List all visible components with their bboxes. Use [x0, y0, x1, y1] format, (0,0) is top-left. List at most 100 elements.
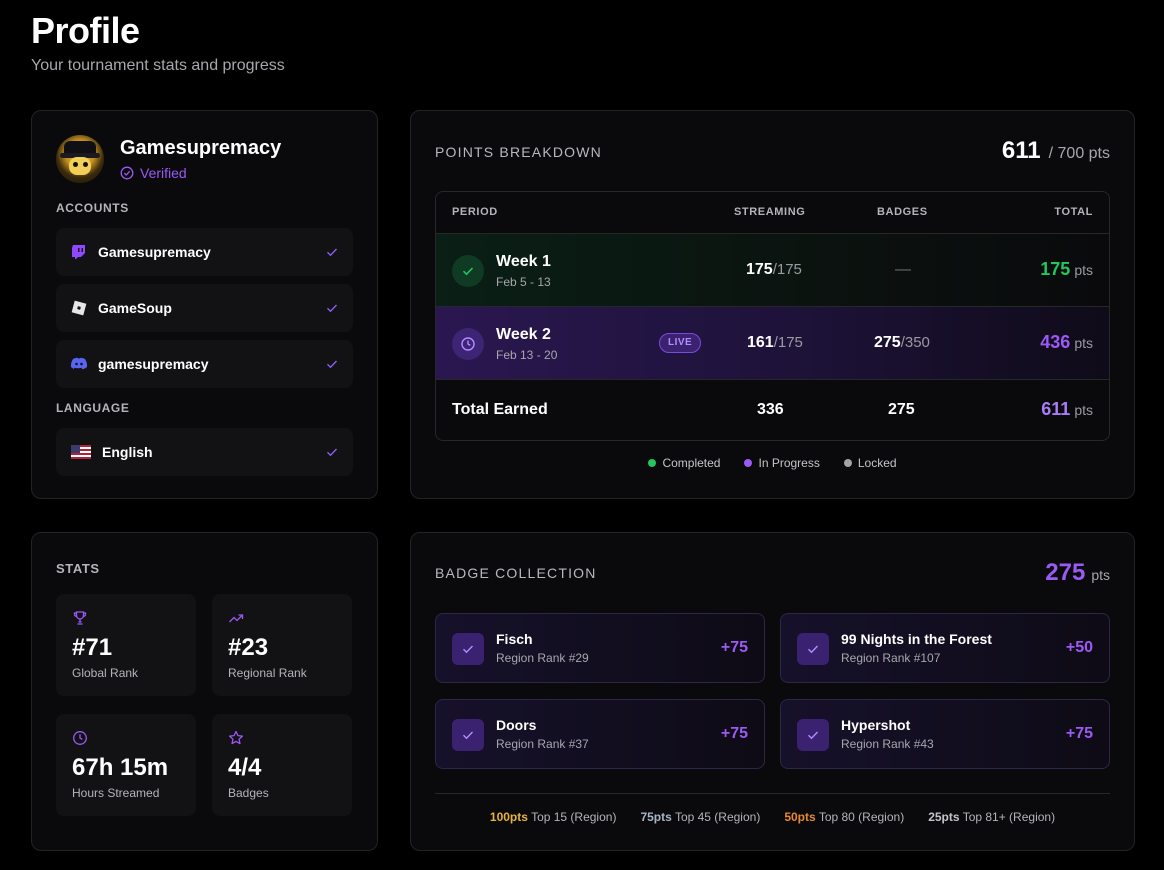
- stat-badges: 4/4 Badges: [212, 714, 352, 816]
- account-label: Gamesupremacy: [98, 244, 211, 260]
- stat-value: #71: [72, 634, 113, 661]
- in-progress-clock-icon: [452, 328, 484, 360]
- badge-name: Doors: [496, 717, 537, 733]
- streaming-value: 161: [747, 334, 774, 351]
- discord-icon: [70, 355, 88, 373]
- stat-value: #23: [228, 634, 269, 661]
- account-label: gamesupremacy: [98, 356, 209, 372]
- badge-points-value: 275: [1045, 559, 1086, 586]
- badge-rank: Region Rank #43: [841, 737, 934, 751]
- account-roblox[interactable]: GameSoup: [56, 284, 353, 332]
- badges-cell: —: [895, 261, 911, 278]
- account-label: GameSoup: [98, 300, 172, 316]
- tier-item: 100pts Top 15 (Region): [489, 810, 617, 824]
- total-badges: 275: [888, 401, 915, 418]
- streaming-max: /175: [773, 334, 803, 351]
- table-row: Week 2 Feb 13 - 20 LIVE 161/175 275/350 …: [436, 307, 1109, 380]
- purple-dot-icon: [744, 459, 753, 467]
- column-badges: BADGES: [877, 206, 928, 218]
- points-breakdown-card: POINTS BREAKDOWN 611 / 700 pts PERIOD ST…: [410, 110, 1135, 499]
- us-flag-icon: [70, 443, 92, 461]
- total-cell: 436 pts: [1040, 332, 1093, 353]
- tier-item: 50pts Top 80 (Region): [784, 810, 905, 824]
- week-name: Week 2: [496, 326, 551, 343]
- language-value: English: [102, 444, 153, 460]
- badge-collection-title: BADGE COLLECTION: [435, 565, 597, 581]
- badges-cell: 275/350: [874, 334, 930, 352]
- completed-check-icon: [452, 255, 484, 287]
- stats-title: STATS: [56, 561, 100, 576]
- live-badge: LIVE: [659, 333, 702, 353]
- pts-unit: pts: [1074, 262, 1093, 278]
- profile-name: Gamesupremacy: [120, 137, 282, 159]
- badge-name: Hypershot: [841, 717, 911, 733]
- total-value: 175: [1040, 259, 1071, 279]
- account-twitch[interactable]: Gamesupremacy: [56, 228, 353, 276]
- green-dot-icon: [648, 459, 657, 467]
- badge-rank: Region Rank #37: [496, 737, 589, 751]
- twitch-icon: [70, 243, 88, 261]
- tier-item: 25pts Top 81+ (Region): [928, 810, 1056, 824]
- legend-completed: Completed: [648, 456, 720, 470]
- table-row: Week 1 Feb 5 - 13 175/175 — 175 pts: [436, 234, 1109, 307]
- badge-card[interactable]: 99 Nights in the Forest Region Rank #107…: [780, 613, 1110, 683]
- column-total: TOTAL: [1054, 206, 1093, 218]
- tier-item: 75pts Top 45 (Region): [640, 810, 761, 824]
- badge-collection-card: BADGE COLLECTION 275 pts Fisch Region Ra…: [410, 532, 1135, 851]
- gray-dot-icon: [843, 459, 852, 467]
- total-cell: 175 pts: [1040, 259, 1093, 280]
- badge-check-icon: [797, 719, 829, 751]
- profile-card: Gamesupremacy Verified ACCOUNTS Gamesupr…: [31, 110, 378, 499]
- badges-max: /350: [900, 334, 930, 351]
- language-selector[interactable]: English: [56, 428, 353, 476]
- badge-points: +75: [1065, 725, 1093, 742]
- badge-check-icon: [452, 633, 484, 665]
- pts-unit: pts: [1074, 335, 1093, 351]
- language-label: LANGUAGE: [56, 401, 130, 415]
- column-streaming: STREAMING: [734, 206, 806, 218]
- badge-card[interactable]: Hypershot Region Rank #43 +75: [780, 699, 1110, 769]
- verified-badge: Verified: [120, 165, 187, 181]
- streaming-cell: 161/175: [747, 334, 803, 352]
- badge-card[interactable]: Doors Region Rank #37 +75: [435, 699, 765, 769]
- account-discord[interactable]: gamesupremacy: [56, 340, 353, 388]
- star-icon: [228, 730, 244, 745]
- page-subtitle: Your tournament stats and progress: [31, 57, 285, 74]
- badge-points-unit: pts: [1091, 567, 1110, 583]
- legend-locked: Locked: [843, 456, 897, 470]
- table-header: PERIOD STREAMING BADGES TOTAL: [436, 192, 1109, 234]
- badge-rank: Region Rank #107: [841, 651, 941, 665]
- badge-check-icon: [452, 719, 484, 751]
- total-row: Total Earned 336 275 611 pts: [436, 380, 1109, 440]
- stat-regional-rank: #23 Regional Rank: [212, 594, 352, 696]
- page-title: Profile: [31, 10, 140, 51]
- legend-in-progress: In Progress: [744, 456, 820, 470]
- stat-hours-streamed: 67h 15m Hours Streamed: [56, 714, 196, 816]
- streaming-cell: 175/175: [746, 261, 802, 279]
- week-name: Week 1: [496, 253, 551, 270]
- verified-label: Verified: [140, 165, 187, 181]
- total-streaming: 336: [757, 401, 784, 418]
- stat-value: 67h 15m: [72, 754, 169, 781]
- stat-value: 4/4: [228, 754, 262, 781]
- week-dates: Feb 5 - 13: [496, 275, 551, 289]
- stat-global-rank: #71 Global Rank: [56, 594, 196, 696]
- badge-card[interactable]: Fisch Region Rank #29 +75: [435, 613, 765, 683]
- stat-label: Global Rank: [72, 666, 139, 680]
- avatar: [56, 135, 104, 183]
- column-period: PERIOD: [452, 206, 498, 218]
- streaming-max: /175: [772, 261, 802, 278]
- badge-name: Fisch: [496, 631, 533, 647]
- accounts-label: ACCOUNTS: [56, 201, 129, 215]
- stats-card: STATS #71 Global Rank #23 Regional Rank …: [31, 532, 378, 851]
- verified-check-icon: [120, 166, 134, 180]
- badge-points: +75: [720, 639, 748, 656]
- status-legend: Completed In Progress Locked: [411, 456, 1134, 470]
- total-value: 436: [1040, 332, 1071, 352]
- trending-up-icon: [229, 614, 244, 623]
- points-total: 611 / 700 pts: [1002, 137, 1110, 165]
- badge-rank: Region Rank #29: [496, 651, 589, 665]
- roblox-icon: [70, 299, 88, 317]
- points-earned: 611: [1001, 137, 1041, 164]
- check-icon: [327, 448, 338, 457]
